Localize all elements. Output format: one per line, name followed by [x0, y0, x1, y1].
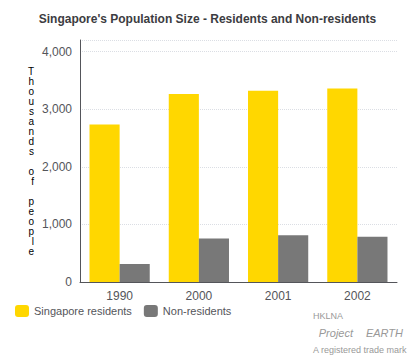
svg-text:2001: 2001 — [265, 289, 292, 303]
svg-text:p: p — [28, 195, 34, 207]
svg-text:2000: 2000 — [186, 289, 213, 303]
svg-text:Non-residents: Non-residents — [163, 305, 232, 317]
svg-text:A registered trade mark: A registered trade mark — [313, 345, 407, 355]
svg-text:e: e — [28, 205, 34, 217]
svg-text:1,000: 1,000 — [42, 217, 72, 231]
svg-text:Singapore's Population Size -: Singapore's Population Size - Residents … — [39, 12, 377, 26]
svg-text:EARTH: EARTH — [366, 327, 403, 339]
svg-text:s: s — [29, 145, 34, 157]
svg-text:f: f — [31, 175, 34, 187]
svg-text:HKLNA: HKLNA — [313, 311, 343, 321]
svg-text:d: d — [28, 135, 34, 147]
svg-text:2002: 2002 — [344, 289, 371, 303]
svg-text:o: o — [28, 215, 34, 227]
svg-text:T: T — [27, 65, 34, 77]
svg-text:s: s — [29, 105, 34, 117]
svg-text:u: u — [28, 95, 34, 107]
svg-text:Project: Project — [319, 327, 354, 339]
svg-text:h: h — [28, 75, 34, 87]
svg-text:o: o — [28, 165, 34, 177]
svg-text:n: n — [28, 125, 34, 137]
svg-text:3,000: 3,000 — [42, 102, 72, 116]
svg-text:l: l — [31, 235, 34, 247]
svg-text:2,000: 2,000 — [42, 160, 72, 174]
svg-text:a: a — [28, 115, 34, 127]
svg-text:e: e — [28, 246, 34, 257]
svg-text:p: p — [28, 225, 34, 237]
svg-text:0: 0 — [65, 275, 72, 289]
svg-text:4,000: 4,000 — [42, 45, 72, 59]
svg-text:Singapore residents: Singapore residents — [34, 305, 132, 317]
svg-text:1990: 1990 — [106, 289, 133, 303]
svg-text:o: o — [28, 85, 34, 97]
